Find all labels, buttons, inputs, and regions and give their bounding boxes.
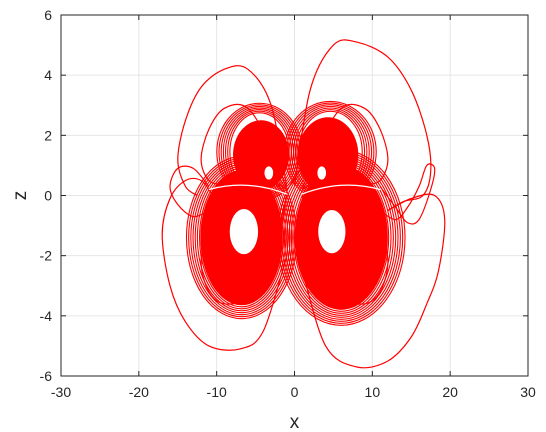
upper-right-dense-core xyxy=(297,117,359,193)
x-tick-label: 30 xyxy=(520,384,536,400)
x-tick-label: -10 xyxy=(207,384,227,400)
upper-right-orbit-ring xyxy=(293,107,368,197)
trajectory-series-7 xyxy=(161,177,288,351)
lower-right-orbit-ring xyxy=(288,159,394,316)
lower-right-orbit-ring xyxy=(281,153,401,322)
y-tick-label: -6 xyxy=(40,368,53,384)
y-tick-label: 4 xyxy=(44,67,52,83)
trajectory-series-5 xyxy=(177,65,288,197)
upper-right-orbit-ring xyxy=(286,102,375,202)
lower-left-orbit-ring xyxy=(190,159,293,316)
upper-right-orbit-ring xyxy=(297,110,363,194)
lower-left-orbit-ring xyxy=(198,167,285,308)
y-tick-label: 2 xyxy=(44,127,52,143)
upper-right-orbit-ring xyxy=(290,105,370,198)
x-tick-label: 0 xyxy=(291,384,299,400)
upper-left-orbit-ring xyxy=(220,105,299,198)
lower-left-orbit-ring xyxy=(192,161,291,314)
lower-right-orbit-ring xyxy=(293,163,390,312)
y-tick-label: 6 xyxy=(44,7,52,23)
attractor-hole xyxy=(318,209,346,254)
lower-left-orbit-ring xyxy=(188,158,296,318)
plot-area xyxy=(161,39,446,369)
upper-right-orbit-ring xyxy=(283,100,377,203)
x-tick-label: -30 xyxy=(51,384,71,400)
x-axis-label: x xyxy=(290,412,300,432)
wing-gap-right xyxy=(302,184,381,195)
lower-left-orbit-ring xyxy=(196,165,287,310)
attractor-hole xyxy=(264,166,274,180)
lower-right-orbit-ring xyxy=(276,149,406,326)
attractor-hole xyxy=(317,166,327,180)
upper-left-dense-core xyxy=(233,120,290,190)
trajectory-series-2 xyxy=(301,103,389,191)
trajectory-series-10 xyxy=(379,163,436,225)
x-tick-label: 20 xyxy=(442,384,458,400)
lower-right-orbit-ring xyxy=(290,161,392,314)
attractor-hole xyxy=(229,209,259,255)
trajectory-series-3 xyxy=(200,176,288,305)
wing-gap-left xyxy=(208,184,287,195)
y-axis-label: z xyxy=(10,191,31,201)
trajectory-series-1 xyxy=(200,103,288,191)
lower-right-orbit-ring xyxy=(286,157,397,318)
upper-left-orbit-ring xyxy=(216,102,303,202)
trajectory-series-6 xyxy=(293,39,432,212)
x-tick-labels: -30 -20 -10 0 10 20 30 xyxy=(51,384,536,400)
x-tick-label: -20 xyxy=(129,384,149,400)
lower-right-orbit-ring xyxy=(283,155,399,320)
trajectory-series-9 xyxy=(169,165,210,218)
tick-marks xyxy=(60,14,529,377)
y-tick-label: -2 xyxy=(40,248,53,264)
y-tick-label: -4 xyxy=(40,308,53,324)
y-tick-labels: -6 -4 -2 0 2 4 6 xyxy=(40,7,53,384)
trajectory-series-4 xyxy=(301,176,389,305)
lower-left-orbit-ring xyxy=(194,163,289,312)
upper-right-orbit-ring xyxy=(288,104,373,200)
x-tick-label: 10 xyxy=(365,384,381,400)
y-tick-label: 0 xyxy=(44,188,52,204)
lower-left-orbit-ring xyxy=(185,156,298,320)
upper-right-orbit-ring xyxy=(295,109,366,195)
